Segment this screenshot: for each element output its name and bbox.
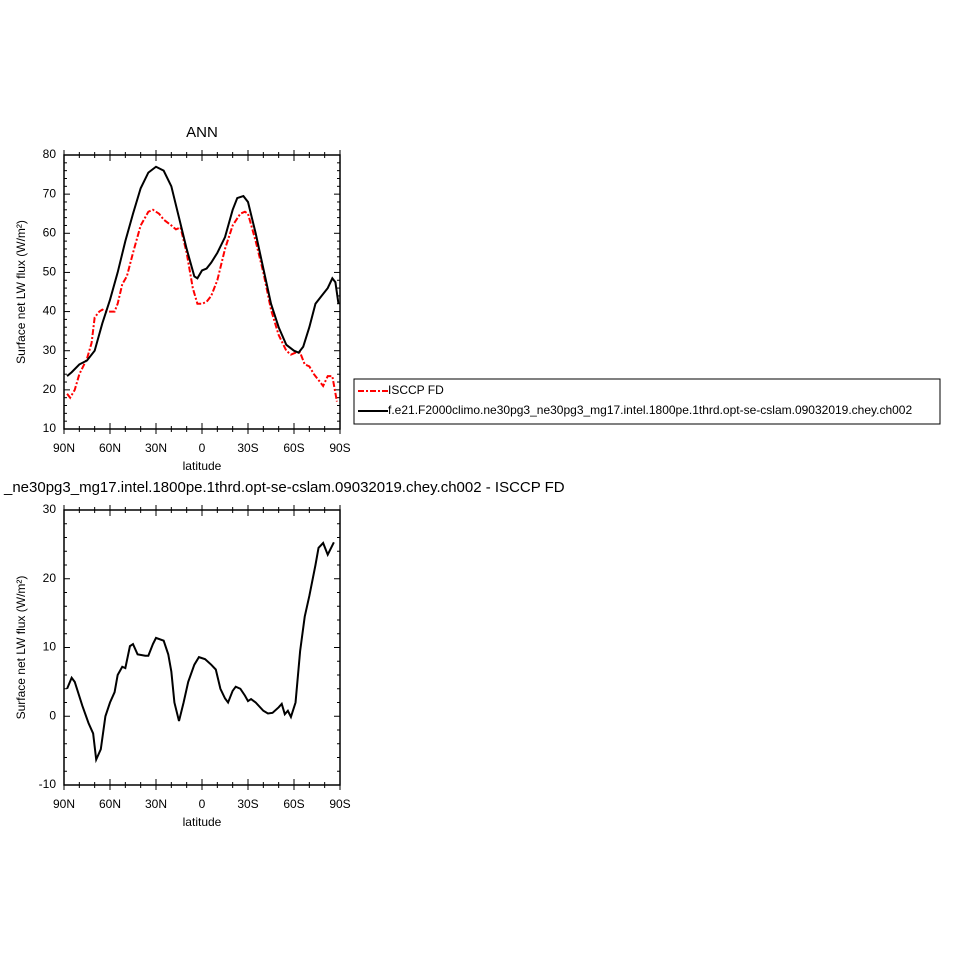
y-tick-label: 30: [43, 343, 57, 357]
legend-label: ISCCP FD: [388, 383, 444, 397]
plot-frame: [63, 154, 341, 430]
x-tick-label: 30S: [237, 797, 258, 811]
x-tick-label: 60S: [283, 441, 304, 455]
y-axis-label: Surface net LW flux (W/m²): [14, 220, 28, 364]
y-tick-label: 60: [43, 225, 57, 239]
y-tick-label: 40: [43, 304, 57, 318]
x-axis-label: latitude: [183, 815, 222, 829]
plot-frame: [63, 509, 341, 786]
y-axis-label: Surface net LW flux (W/m²): [14, 576, 28, 720]
y-tick-label: 20: [43, 382, 57, 396]
x-axis-label: latitude: [183, 459, 222, 473]
x-tick-label: 60S: [283, 797, 304, 811]
chart-title: ANN: [186, 124, 218, 141]
data-line: [66, 541, 335, 764]
legend-label: f.e21.F2000climo.ne30pg3_ne30pg3_mg17.in…: [388, 403, 912, 417]
x-tick-label: 90S: [329, 441, 350, 455]
y-tick-label: 50: [43, 265, 57, 279]
y-tick-label: 10: [43, 640, 57, 654]
x-tick-label: 90N: [53, 797, 75, 811]
y-tick-label: 10: [43, 421, 57, 435]
y-tick-label: 70: [43, 186, 57, 200]
y-tick-label: 30: [43, 502, 57, 516]
y-tick-label: 20: [43, 571, 57, 585]
legend-box: [353, 378, 941, 425]
x-tick-label: 0: [199, 441, 206, 455]
x-tick-label: 0: [199, 797, 206, 811]
data-line: [66, 165, 340, 377]
x-tick-label: 30N: [145, 797, 167, 811]
x-tick-label: 90N: [53, 441, 75, 455]
y-tick-label: 80: [43, 147, 57, 161]
x-tick-label: 30N: [145, 441, 167, 455]
y-tick-label: -10: [39, 777, 57, 791]
chart-title: _ne30pg3_mg17.intel.1800pe.1thrd.opt-se-…: [3, 479, 565, 496]
y-tick-label: 0: [49, 708, 56, 722]
x-tick-label: 30S: [237, 441, 258, 455]
x-tick-label: 60N: [99, 441, 121, 455]
x-tick-label: 60N: [99, 797, 121, 811]
x-tick-label: 90S: [329, 797, 350, 811]
